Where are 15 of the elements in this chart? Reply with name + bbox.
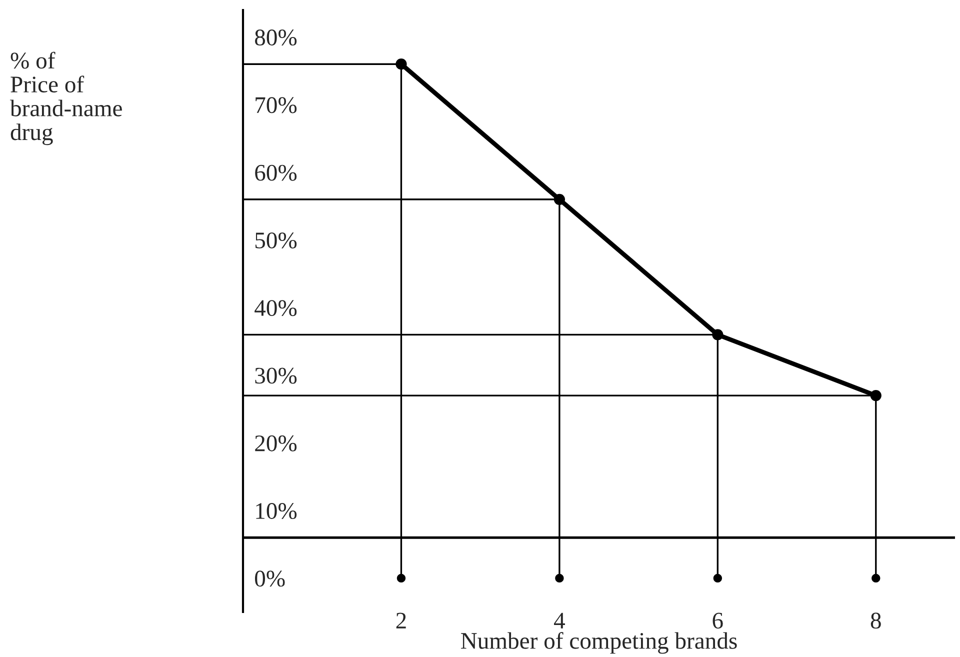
y-tick-label: 20% xyxy=(255,435,297,452)
x-tick-label: 8 xyxy=(870,612,881,629)
y-tick-label: 0% xyxy=(255,570,285,587)
y-tick-label: 50% xyxy=(255,232,297,248)
y-tick-label: 80% xyxy=(255,30,297,46)
y-tick-label: 30% xyxy=(255,368,297,384)
y-tick-label: 10% xyxy=(256,503,297,520)
x-axis-title: Number of competing brands xyxy=(460,632,737,654)
y-tick-label: 70% xyxy=(256,97,297,114)
y-tick-label: 60% xyxy=(255,164,297,181)
y-tick-label: 40% xyxy=(254,300,297,316)
text: % of Price of brand-name drug xyxy=(10,52,122,146)
x-tick-label: 4 xyxy=(554,612,565,628)
x-tick-label: 6 xyxy=(712,612,723,629)
x-tick-label: 2 xyxy=(396,612,406,628)
